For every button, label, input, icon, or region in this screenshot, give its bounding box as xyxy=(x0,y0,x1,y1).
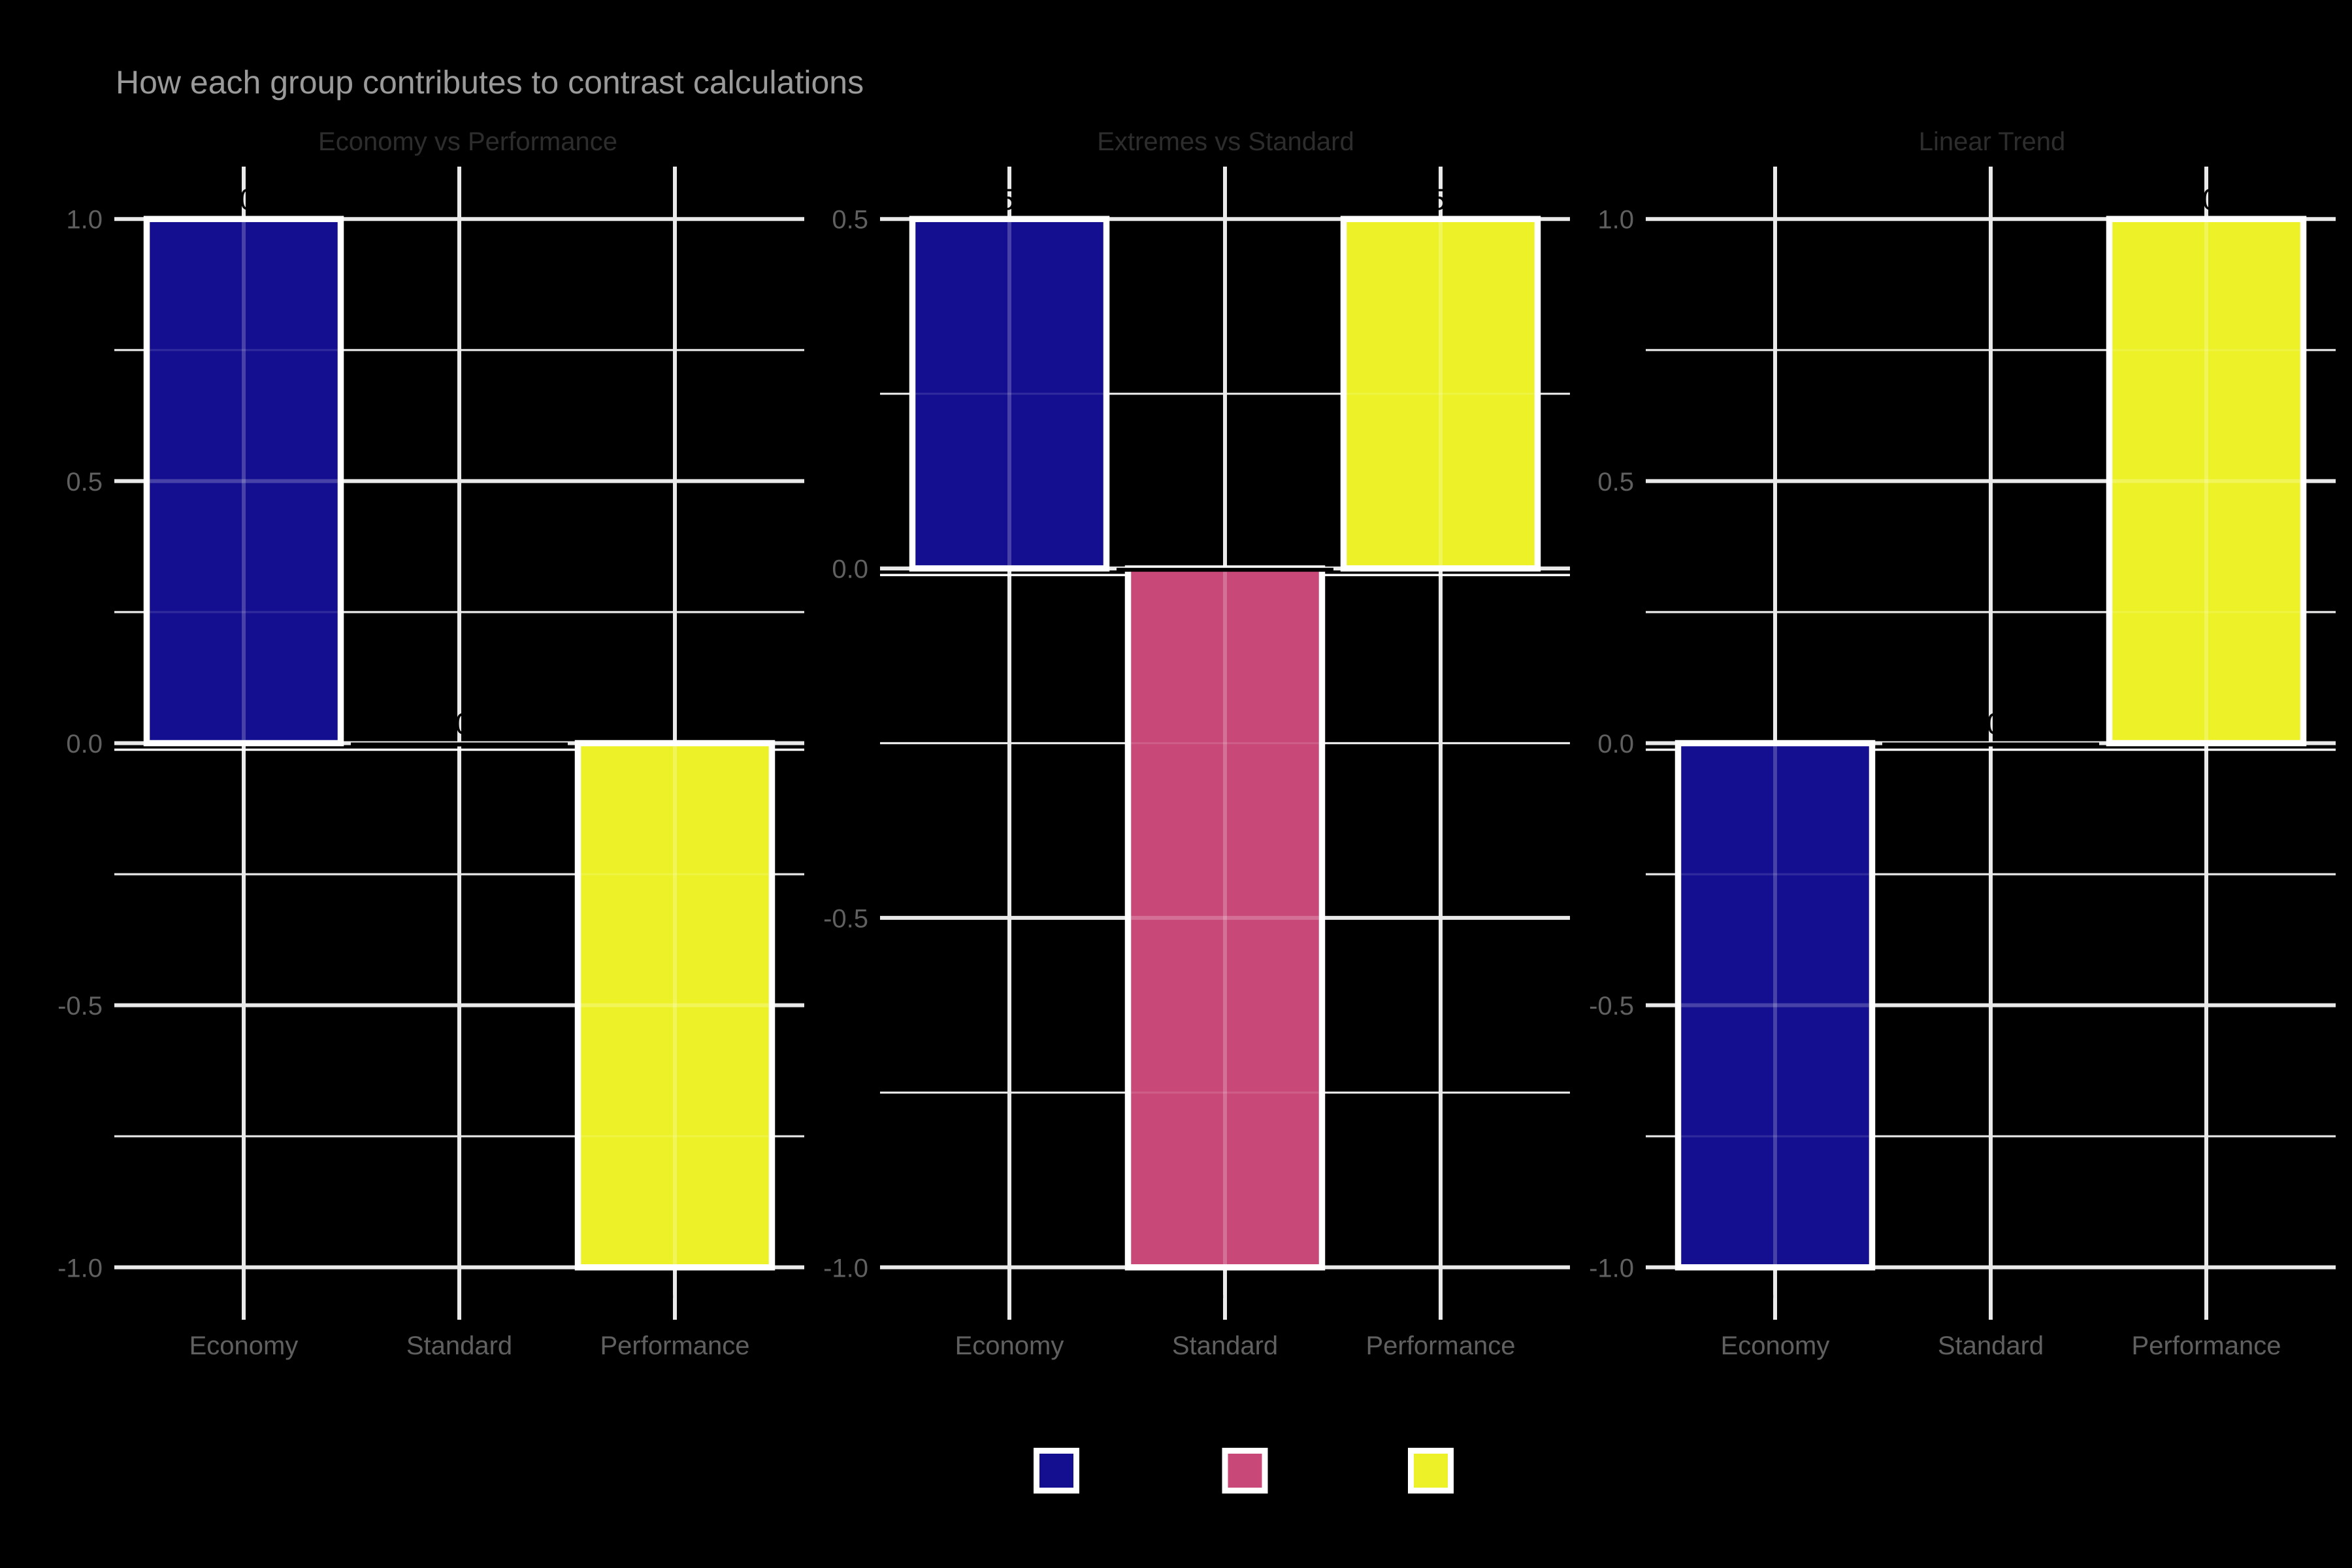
svg-text:-1.00: -1.00 xyxy=(1191,1271,1260,1305)
svg-text:Performance: Performance xyxy=(2132,1331,2281,1360)
svg-text:0.5: 0.5 xyxy=(832,206,868,235)
svg-text:Performance: Performance xyxy=(1366,1331,1516,1360)
svg-text:-1.00: -1.00 xyxy=(641,1271,710,1305)
svg-text:-0.5: -0.5 xyxy=(57,992,103,1021)
svg-text:Economy vs Performance: Economy vs Performance xyxy=(318,127,617,156)
svg-text:Extremes vs Standard: Extremes vs Standard xyxy=(1097,127,1354,156)
svg-text:0.50: 0.50 xyxy=(1405,182,1463,216)
svg-text:0.0: 0.0 xyxy=(1597,730,1634,759)
svg-text:0.00: 0.00 xyxy=(430,707,489,741)
svg-text:1.0: 1.0 xyxy=(1597,206,1634,235)
svg-text:0.0: 0.0 xyxy=(832,555,868,584)
svg-text:Economy: Economy xyxy=(189,1331,299,1360)
svg-text:0.5: 0.5 xyxy=(66,468,103,497)
svg-text:-1.00: -1.00 xyxy=(1741,1271,1810,1305)
svg-text:1.00: 1.00 xyxy=(214,182,273,216)
svg-text:-0.5: -0.5 xyxy=(823,904,868,933)
svg-text:Linear Trend: Linear Trend xyxy=(1919,127,2066,156)
svg-text:Standard: Standard xyxy=(406,1331,512,1360)
svg-text:Standard: Standard xyxy=(1938,1331,2044,1360)
svg-text:0.00: 0.00 xyxy=(1961,707,2020,741)
svg-text:-1.0: -1.0 xyxy=(57,1254,103,1282)
svg-text:-1.0: -1.0 xyxy=(1589,1254,1634,1282)
svg-text:1.0: 1.0 xyxy=(66,206,103,235)
svg-text:0.0: 0.0 xyxy=(66,730,103,759)
svg-text:Standard: Standard xyxy=(1172,1331,1278,1360)
svg-text:Economy: Economy xyxy=(1721,1331,1830,1360)
svg-text:Performance: Performance xyxy=(600,1331,750,1360)
svg-text:-0.5: -0.5 xyxy=(1589,992,1634,1021)
svg-text:0.5: 0.5 xyxy=(1597,468,1634,497)
svg-text:-1.0: -1.0 xyxy=(823,1254,868,1282)
svg-text:0.50: 0.50 xyxy=(973,182,1032,216)
svg-text:Economy: Economy xyxy=(955,1331,1064,1360)
svg-text:1.00: 1.00 xyxy=(2177,182,2236,216)
svg-text:How each group contributes to: How each group contributes to contrast c… xyxy=(116,64,864,101)
